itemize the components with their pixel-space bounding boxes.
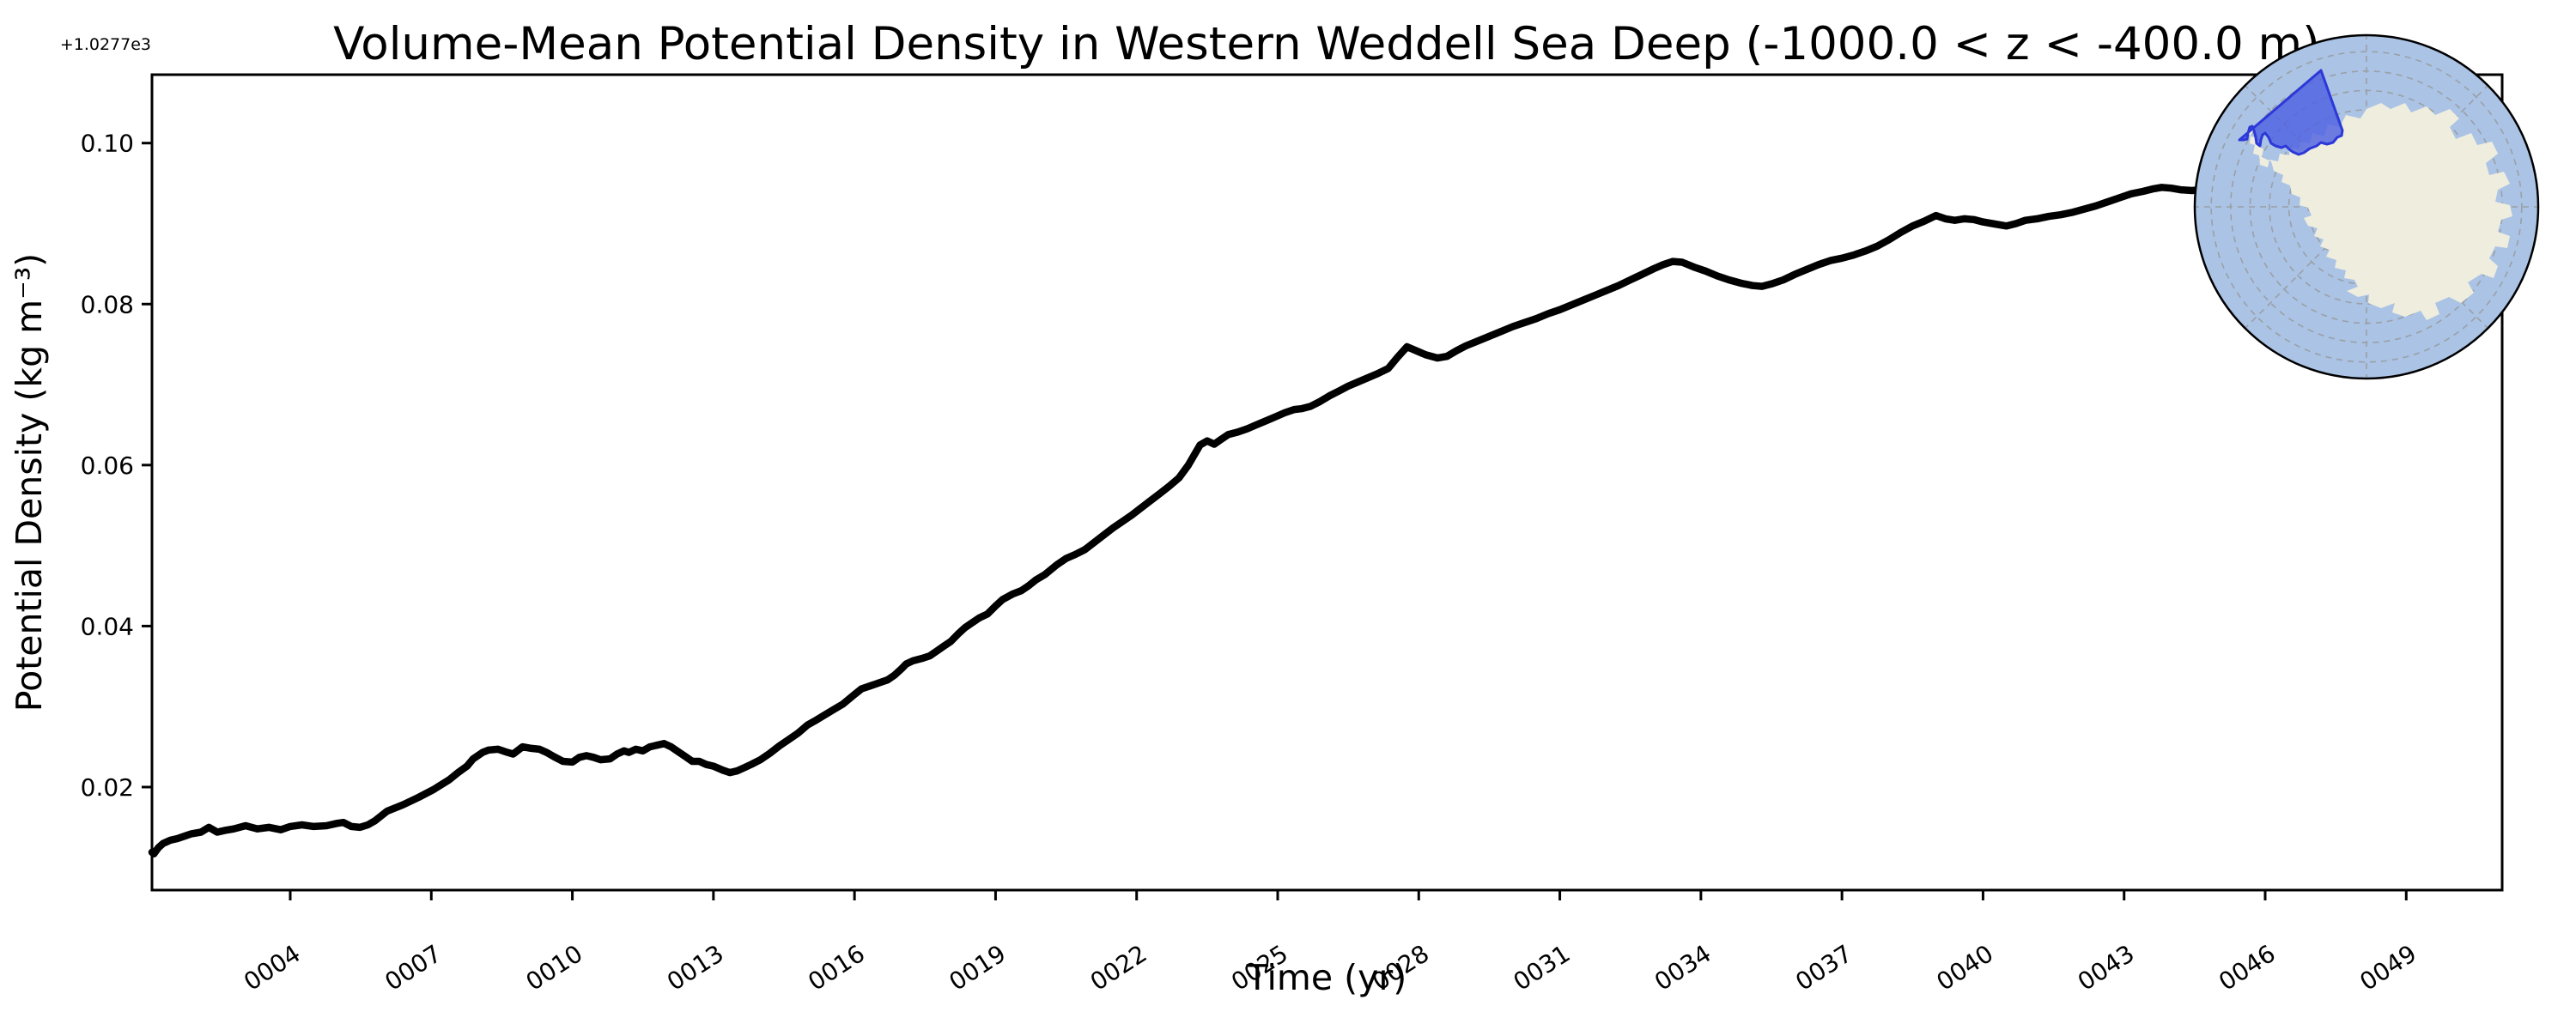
x-axis-label: Time (yr) <box>1246 957 1406 998</box>
y-axis-label: Potential Density (kg m⁻³) <box>9 253 50 712</box>
potential-density-line <box>148 184 2210 858</box>
data-series-group <box>148 184 2210 858</box>
chart-title: Volume-Mean Potential Density in Western… <box>333 18 2320 70</box>
map-outline <box>2193 33 2540 380</box>
y-tick-label: 0.04 <box>81 612 134 640</box>
y-tick-label: 0.08 <box>81 290 134 318</box>
y-tick-label: 0.10 <box>81 130 134 158</box>
antarctica-inset-map <box>2193 33 2540 380</box>
map-land-group <box>2246 103 2512 320</box>
y-tick-label: 0.02 <box>81 773 134 802</box>
antarctica-landmass <box>2246 103 2512 320</box>
western-weddell-sea-region-highlight <box>2238 69 2344 156</box>
graticule-circle <box>2210 51 2523 363</box>
map-island <box>2329 174 2336 181</box>
map-island <box>2324 161 2332 173</box>
axes-spines <box>150 73 2504 892</box>
y-tick-label: 0.06 <box>81 451 134 480</box>
y-axis-offset-label: +1.0277e3 <box>60 35 151 54</box>
map-island <box>2320 179 2325 185</box>
y-axis-ticks: 0.02 0.04 0.06 0.08 0.10 <box>81 130 152 802</box>
